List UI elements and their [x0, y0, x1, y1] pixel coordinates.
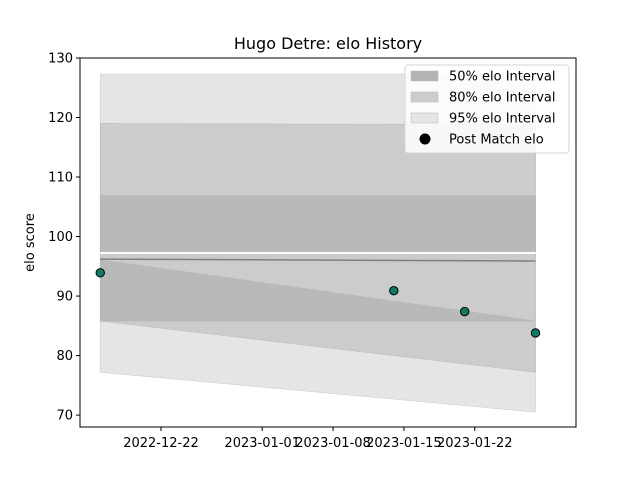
x-tick-label: 2023-01-15 — [366, 436, 442, 451]
legend: 50% elo Interval 80% elo Interval 95% elo … — [404, 64, 570, 154]
post-match-elo-point — [530, 328, 541, 338]
y-tick-label: 110 — [48, 171, 73, 186]
x-tick-label: 2023-01-22 — [437, 436, 513, 451]
legend-marker — [419, 133, 431, 145]
legend-label: 50% elo Interval — [449, 70, 556, 85]
x-tick-label: 2023-01-08 — [295, 436, 371, 451]
x-axis-ticks: 2022-12-22 2023-01-012023-01-082023-01-15… — [123, 427, 513, 451]
y-tick-label: 130 — [48, 52, 73, 67]
mean-elo-line — [100, 258, 536, 262]
band-50-lower — [99, 259, 536, 322]
y-axis-label: elo score — [23, 213, 38, 272]
plot-area — [95, 73, 541, 413]
x-tick-label: 2023-01-01 — [224, 436, 300, 451]
y-tick-label: 100 — [48, 230, 73, 245]
y-tick-label: 80 — [56, 349, 73, 364]
band-50-upper — [99, 195, 536, 253]
plot-frame — [79, 57, 577, 428]
x-tick-label: 2022-12-22 — [123, 436, 199, 451]
legend-label: Post Match elo — [449, 133, 544, 148]
legend-label: 95% elo Interval — [449, 112, 556, 127]
post-match-elo-point — [389, 286, 399, 296]
y-tick-label: 120 — [48, 111, 73, 126]
legend-swatch — [410, 91, 439, 103]
legend-label: 80% elo Interval — [449, 91, 556, 106]
post-match-elo-point — [459, 306, 470, 317]
y-tick-label: 90 — [56, 290, 73, 305]
post-match-elo-point — [95, 268, 105, 278]
chart-title: Hugo Detre: elo History — [234, 34, 422, 53]
y-tick-label: 70 — [56, 409, 73, 424]
legend-swatch — [410, 112, 439, 124]
y-axis-ticks: 70 80 90 100 110 120 130 — [48, 52, 80, 424]
legend-swatch — [410, 70, 439, 82]
legend-box — [404, 64, 570, 154]
